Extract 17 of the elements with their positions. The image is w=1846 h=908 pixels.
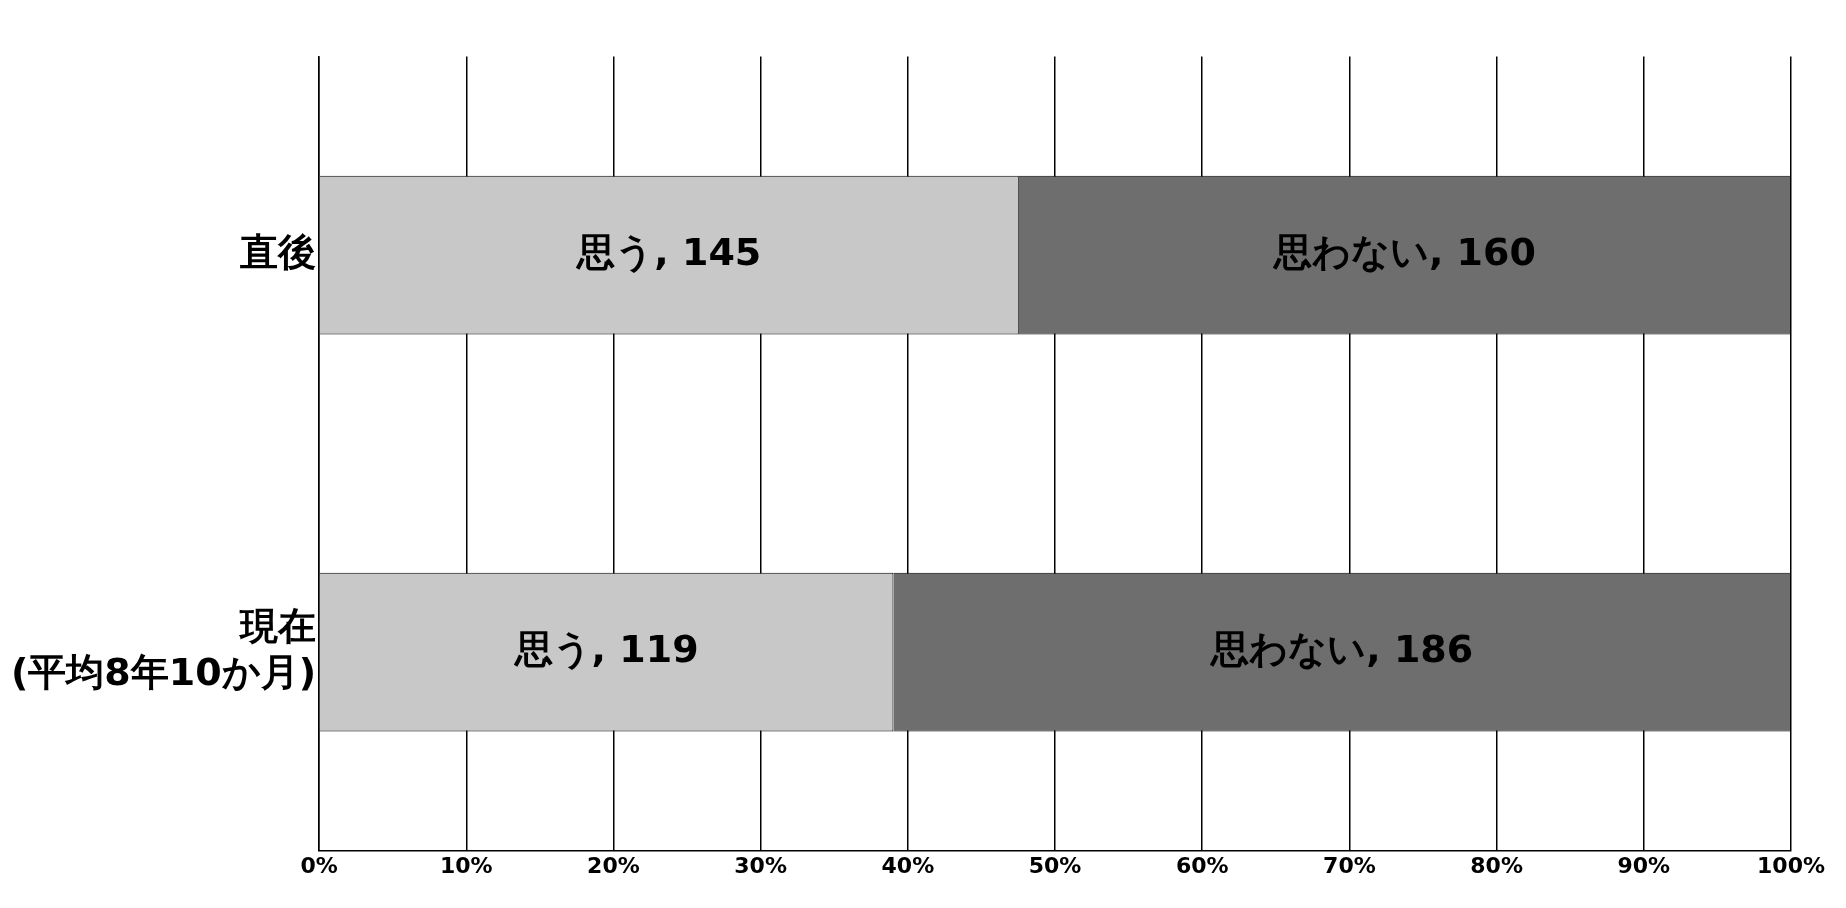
annotation: 思わない, 160 <box>1271 229 1536 274</box>
x-tick-label: 60% <box>1175 852 1229 878</box>
x-tick-label: 70% <box>1323 852 1376 878</box>
x-tick-label: 100% <box>1757 852 1825 878</box>
annotation: 思わない, 186 <box>1209 626 1474 671</box>
x-tick-label: 30% <box>734 852 787 878</box>
x-tick-label: 80% <box>1470 852 1523 878</box>
x-tick-label: 40% <box>881 852 935 878</box>
annotation: 思う, 145 <box>575 229 762 274</box>
x-tick-label: 0% <box>300 852 338 878</box>
annotation: 思う, 119 <box>512 626 699 671</box>
y-tick-label: 現在 (平均8年10か月) <box>10 604 317 694</box>
x-tick-label: 50% <box>1028 852 1082 878</box>
y-tick-label: 直後 <box>239 229 317 274</box>
x-tick-label: 10% <box>439 852 493 878</box>
x-tick-label: 90% <box>1617 852 1671 878</box>
x-tick-label: 20% <box>587 852 640 878</box>
